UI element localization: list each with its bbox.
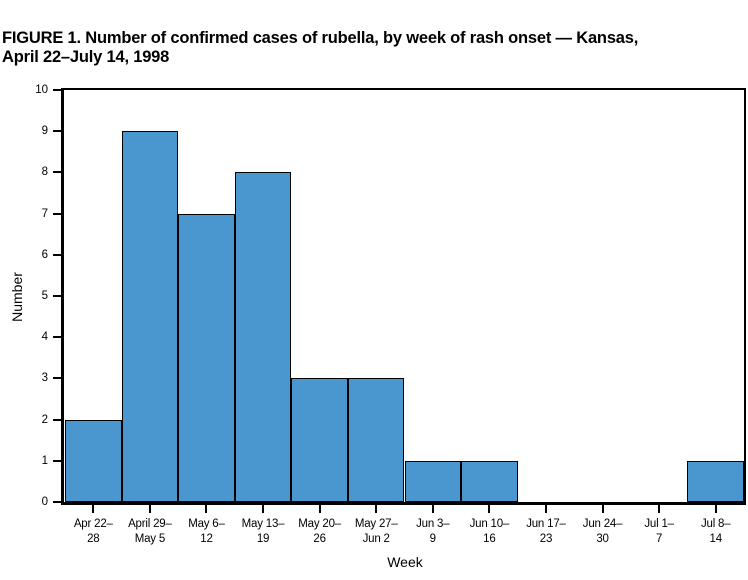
x-tick-label: May 13– 19 (241, 518, 285, 545)
bar (234, 172, 292, 502)
y-axis-tick (53, 459, 61, 462)
x-axis-tick (544, 505, 547, 513)
y-axis-tick (53, 89, 61, 91)
x-axis-tick (148, 505, 151, 513)
y-tick-label: 10 (35, 84, 48, 96)
plot-area (61, 88, 746, 505)
y-tick-label: 1 (41, 454, 48, 467)
x-tick-label: Apr 22– 28 (73, 518, 113, 545)
bar (121, 131, 179, 502)
bar (65, 419, 122, 502)
x-tick-label: Jul 8– 14 (700, 518, 731, 545)
y-axis-tick (53, 212, 61, 215)
x-axis-tick (262, 505, 265, 513)
y-axis-tick (53, 253, 61, 256)
y-tick-label: 0 (41, 496, 48, 508)
x-tick-label: Jun 24– 30 (582, 518, 623, 545)
x-tick-label: May 20– 26 (298, 518, 341, 545)
y-tick-label: 9 (41, 125, 48, 138)
y-axis-tick (53, 377, 61, 380)
x-axis-title: Week (387, 554, 423, 570)
bar (404, 460, 462, 502)
x-axis-tick (318, 505, 321, 513)
y-axis-tick (53, 130, 61, 133)
y-tick-label: 5 (41, 290, 48, 302)
x-axis-tick (431, 505, 434, 513)
x-axis-tick (658, 505, 661, 513)
figure-title: FIGURE 1. Number of confirmed cases of r… (2, 29, 638, 67)
bar (291, 378, 348, 502)
y-tick-label: 4 (41, 331, 48, 344)
y-tick-label: 3 (41, 372, 48, 385)
bar (347, 378, 405, 502)
x-tick-label: April 29– May 5 (128, 518, 172, 545)
bar (178, 213, 235, 502)
x-axis-tick (488, 505, 491, 513)
y-axis-tick (53, 295, 61, 297)
x-axis-tick (714, 505, 717, 513)
x-tick-label: Jun 17– 23 (526, 518, 566, 545)
x-tick-label: Jun 10– 16 (469, 518, 510, 545)
x-axis-tick (601, 505, 604, 513)
bar (461, 460, 518, 502)
x-axis-tick (92, 505, 95, 513)
bar (687, 460, 744, 502)
y-tick-label: 8 (41, 166, 48, 179)
figure-title-line-2: April 22–July 14, 1998 (2, 48, 170, 66)
y-axis-tick (53, 171, 61, 174)
y-axis-tick (53, 418, 61, 421)
bars-layer (64, 90, 744, 502)
x-tick-label: May 6– 12 (188, 518, 225, 545)
x-tick-label: Jul 1– 7 (644, 518, 674, 545)
x-axis-tick (375, 505, 378, 513)
x-axis-tick (205, 505, 208, 513)
y-tick-label: 2 (41, 413, 48, 426)
x-tick-label: May 27– Jun 2 (354, 518, 398, 545)
y-axis-tick (53, 336, 61, 339)
x-tick-label: Jun 3– 9 (416, 518, 450, 545)
y-tick-label: 6 (41, 248, 48, 261)
figure-title-line-1: FIGURE 1. Number of confirmed cases of r… (2, 29, 639, 47)
y-axis-tick (53, 501, 61, 503)
y-tick-label: 7 (41, 207, 48, 220)
